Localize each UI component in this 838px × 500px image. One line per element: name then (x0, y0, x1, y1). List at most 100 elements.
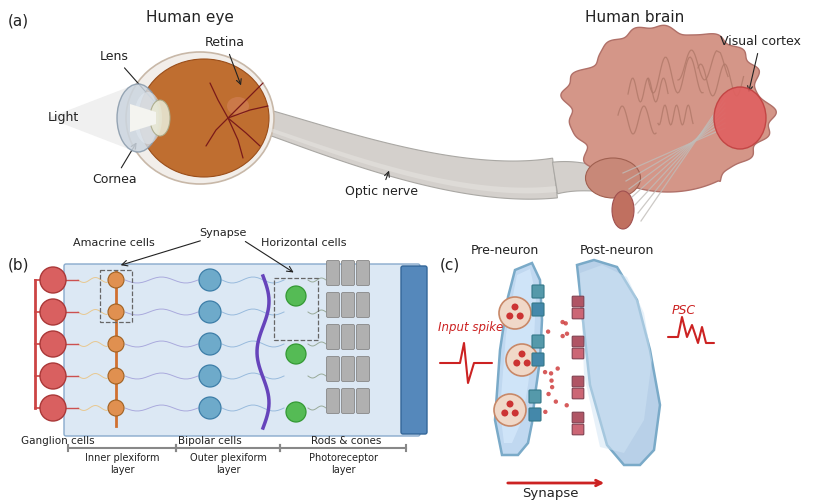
FancyBboxPatch shape (356, 292, 370, 318)
FancyBboxPatch shape (342, 324, 354, 349)
FancyBboxPatch shape (401, 266, 427, 434)
Circle shape (108, 368, 124, 384)
Text: (c): (c) (440, 258, 460, 273)
Ellipse shape (714, 87, 766, 149)
Circle shape (514, 360, 520, 366)
FancyBboxPatch shape (572, 348, 584, 359)
FancyBboxPatch shape (532, 335, 544, 348)
Polygon shape (264, 110, 557, 199)
Text: Photoreceptor
layer: Photoreceptor layer (308, 453, 377, 474)
Text: Outer plexiform
layer: Outer plexiform layer (189, 453, 266, 474)
Circle shape (40, 299, 66, 325)
FancyBboxPatch shape (356, 388, 370, 413)
Text: Optic nerve: Optic nerve (345, 172, 418, 198)
Polygon shape (266, 126, 556, 194)
FancyBboxPatch shape (572, 308, 584, 319)
Text: Ganglion cells: Ganglion cells (21, 436, 95, 446)
Text: Cornea: Cornea (92, 144, 137, 186)
Text: Inner plexiform
layer: Inner plexiform layer (85, 453, 159, 474)
Polygon shape (580, 265, 652, 453)
Circle shape (561, 334, 565, 338)
Text: Lens: Lens (100, 50, 158, 105)
Text: Bipolar cells: Bipolar cells (178, 436, 242, 446)
Circle shape (511, 304, 519, 310)
Circle shape (199, 397, 221, 419)
Circle shape (554, 400, 558, 404)
FancyBboxPatch shape (327, 356, 339, 382)
Ellipse shape (126, 52, 274, 184)
FancyBboxPatch shape (327, 388, 339, 413)
Circle shape (286, 286, 306, 306)
Circle shape (550, 385, 554, 390)
Polygon shape (48, 78, 152, 158)
Circle shape (561, 320, 565, 324)
Polygon shape (500, 269, 536, 443)
Circle shape (524, 360, 530, 366)
Text: (b): (b) (8, 258, 29, 273)
FancyBboxPatch shape (572, 412, 584, 423)
FancyBboxPatch shape (529, 408, 541, 421)
Ellipse shape (586, 158, 640, 198)
Circle shape (40, 395, 66, 421)
Circle shape (501, 410, 509, 416)
Circle shape (286, 402, 306, 422)
Circle shape (494, 394, 526, 426)
Text: Human eye: Human eye (146, 10, 234, 25)
Circle shape (565, 332, 569, 336)
Ellipse shape (134, 92, 162, 144)
FancyBboxPatch shape (572, 296, 584, 307)
Circle shape (108, 400, 124, 416)
Ellipse shape (139, 59, 269, 177)
FancyBboxPatch shape (342, 388, 354, 413)
Circle shape (506, 400, 514, 407)
FancyBboxPatch shape (572, 424, 584, 435)
Circle shape (546, 392, 551, 396)
Text: Synapse: Synapse (199, 228, 246, 238)
FancyBboxPatch shape (572, 388, 584, 399)
Polygon shape (577, 260, 660, 465)
Circle shape (556, 366, 560, 370)
FancyBboxPatch shape (356, 356, 370, 382)
Text: Pre-neuron: Pre-neuron (471, 244, 539, 257)
Circle shape (550, 378, 554, 383)
Text: Light: Light (48, 112, 80, 124)
Text: Input spike: Input spike (438, 320, 504, 334)
FancyBboxPatch shape (532, 353, 544, 366)
FancyBboxPatch shape (529, 390, 541, 403)
Text: Amacrine cells: Amacrine cells (73, 238, 155, 248)
FancyBboxPatch shape (327, 324, 339, 349)
Ellipse shape (150, 100, 170, 136)
Ellipse shape (227, 97, 249, 115)
FancyBboxPatch shape (532, 303, 544, 316)
Text: Visual cortex: Visual cortex (720, 35, 801, 91)
Text: (a): (a) (8, 14, 29, 29)
Circle shape (40, 363, 66, 389)
Circle shape (40, 331, 66, 357)
FancyBboxPatch shape (572, 336, 584, 347)
Circle shape (108, 272, 124, 288)
Circle shape (199, 365, 221, 387)
Circle shape (549, 371, 553, 376)
Circle shape (517, 312, 524, 320)
Text: Horizontal cells: Horizontal cells (261, 238, 347, 248)
Polygon shape (130, 104, 156, 132)
Polygon shape (561, 26, 776, 192)
Text: Post-neuron: Post-neuron (580, 244, 654, 257)
Ellipse shape (117, 84, 159, 152)
Circle shape (519, 350, 525, 358)
FancyBboxPatch shape (327, 292, 339, 318)
Circle shape (108, 336, 124, 352)
Circle shape (543, 410, 547, 414)
Circle shape (512, 410, 519, 416)
FancyBboxPatch shape (532, 285, 544, 298)
Circle shape (543, 370, 547, 374)
Polygon shape (552, 162, 625, 194)
FancyBboxPatch shape (356, 260, 370, 285)
Text: Human brain: Human brain (586, 10, 685, 25)
Circle shape (108, 304, 124, 320)
Text: PSC: PSC (672, 304, 696, 316)
Text: Synapse: Synapse (522, 487, 578, 500)
Text: Rods & cones: Rods & cones (311, 436, 381, 446)
Circle shape (199, 269, 221, 291)
Polygon shape (495, 263, 542, 455)
